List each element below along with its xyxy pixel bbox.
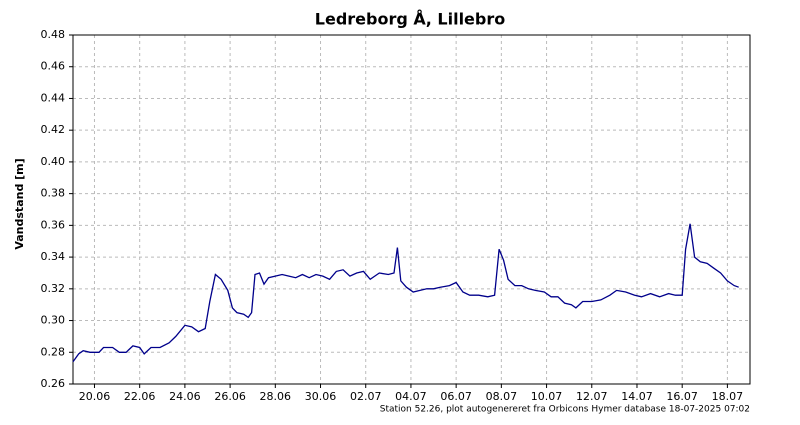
y-tick-label: 0.42	[41, 123, 66, 136]
x-tick-label: 02.07	[350, 390, 382, 403]
x-tick-label: 08.07	[486, 390, 518, 403]
y-axis-label: Vandstand [m]	[13, 158, 26, 249]
x-tick-label: 26.06	[214, 390, 246, 403]
x-tick-label: 10.07	[531, 390, 563, 403]
y-tick-label: 0.38	[41, 187, 66, 200]
x-tick-label: 16.07	[666, 390, 698, 403]
y-tick-label: 0.34	[41, 250, 66, 263]
x-tick-label: 20.06	[79, 390, 111, 403]
y-tick-label: 0.46	[41, 60, 66, 73]
x-tick-label: 28.06	[260, 390, 292, 403]
x-tick-label: 14.07	[621, 390, 653, 403]
x-tick-label: 06.07	[440, 390, 472, 403]
y-tick-label: 0.26	[41, 377, 66, 390]
x-tick-label: 22.06	[124, 390, 156, 403]
y-tick-label: 0.36	[41, 218, 66, 231]
x-tick-label: 18.07	[712, 390, 744, 403]
y-tick-label: 0.48	[41, 28, 66, 41]
y-tick-label: 0.28	[41, 345, 66, 358]
x-tick-label: 04.07	[395, 390, 427, 403]
y-tick-label: 0.40	[41, 155, 66, 168]
x-tick-label: 12.07	[576, 390, 608, 403]
chart-title: Ledreborg Å, Lillebro	[315, 10, 505, 29]
y-tick-label: 0.30	[41, 314, 66, 327]
x-tick-label: 24.06	[169, 390, 201, 403]
y-tick-label: 0.44	[41, 91, 66, 104]
y-tick-label: 0.32	[41, 282, 66, 295]
data-line	[72, 223, 739, 363]
x-tick-label: 30.06	[305, 390, 337, 403]
plot-frame	[72, 34, 751, 385]
footnote: Station 52.26, plot autogenereret fra Or…	[380, 405, 750, 415]
